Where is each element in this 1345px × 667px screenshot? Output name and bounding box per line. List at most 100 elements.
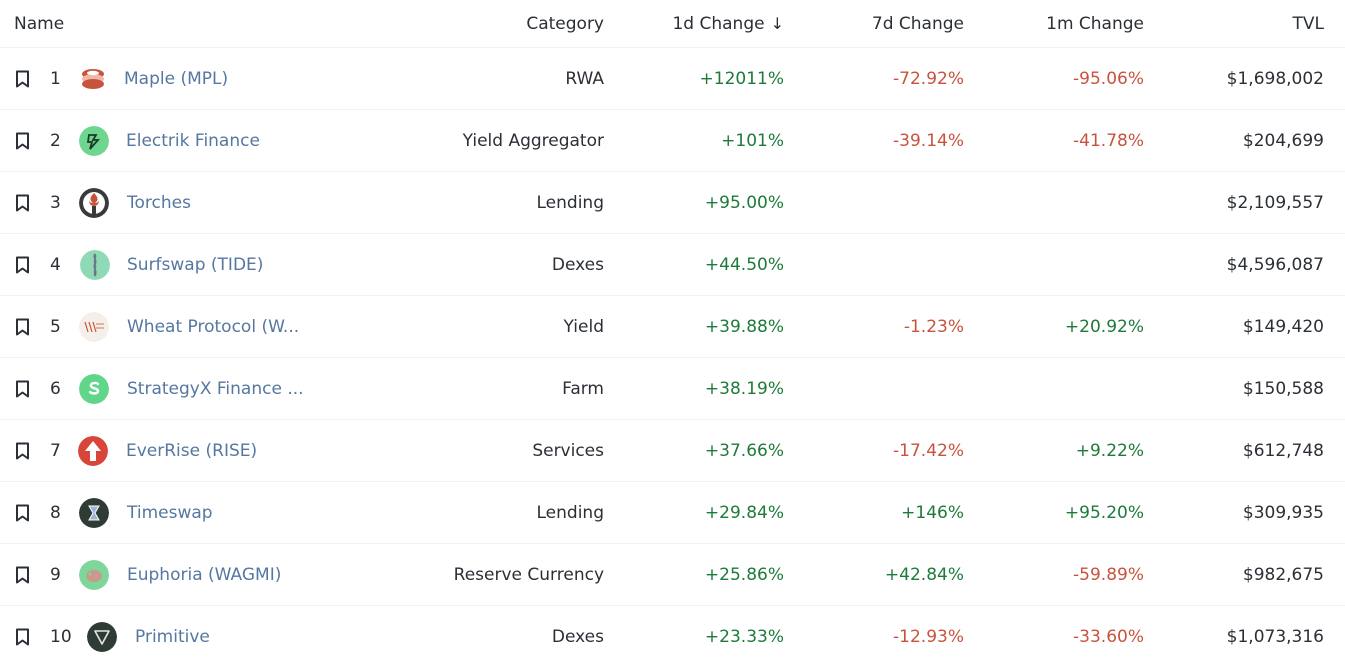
protocol-name-link[interactable]: StrategyX Finance ... [127,378,304,399]
row-tvl: $1,698,002 [1226,68,1324,89]
wheat-logo-icon [79,311,109,342]
bookmark-icon[interactable] [14,628,31,646]
primitive-logo-icon [87,621,117,652]
table-row: 6 StrategyX Finance ... Farm +38.19% $15… [0,358,1345,420]
row-1m-change: +95.20% [1064,502,1144,523]
bookmark-icon[interactable] [14,256,31,274]
bookmark-icon[interactable] [14,70,31,88]
row-7d-change: -72.92% [893,68,964,89]
table-header: Name Category 1d Change ↓ 7d Change 1m Ch… [0,0,1345,48]
protocol-name-link[interactable]: Surfswap (TIDE) [127,254,264,275]
header-name[interactable]: Name [14,0,64,47]
row-1d-change: +29.84% [704,502,784,523]
row-tvl: $150,588 [1242,378,1324,399]
electrik-logo-icon [79,125,109,156]
header-category[interactable]: Category [526,0,604,47]
row-rank: 7 [50,440,61,461]
table-row: 2 Electrik Finance Yield Aggregator +101… [0,110,1345,172]
row-rank: 3 [50,192,61,213]
bookmark-icon[interactable] [14,566,31,584]
euphoria-logo-icon [79,559,109,590]
header-7d-change[interactable]: 7d Change [872,0,964,47]
row-7d-change: -1.23% [903,316,964,337]
bookmark-icon[interactable] [14,504,31,522]
row-rank: 2 [50,130,61,151]
header-1d-change[interactable]: 1d Change ↓ [672,0,784,47]
header-tvl[interactable]: TVL [1293,0,1325,47]
row-rank: 8 [50,502,61,523]
table-row: 1 Maple (MPL) RWA +12011% -72.92% -95.06… [0,48,1345,110]
protocol-name-link[interactable]: Timeswap [127,502,213,523]
row-1m-change: -95.06% [1073,68,1144,89]
row-1m-change: -59.89% [1073,564,1144,585]
table-row: 10 Primitive Dexes +23.33% -12.93% -33.6… [0,606,1345,667]
table-row: 3 Torches Lending +95.00% $2,109,557 [0,172,1345,234]
row-7d-change: -12.93% [893,626,964,647]
row-category: Lending [536,502,605,523]
row-1d-change: +38.19% [704,378,784,399]
row-tvl: $1,073,316 [1226,626,1324,647]
table-row: 8 Timeswap Lending +29.84% +146% +95.20%… [0,482,1345,544]
row-category: RWA [565,68,604,89]
row-rank: 4 [50,254,61,275]
row-1d-change: +12011% [699,68,784,89]
bookmark-icon[interactable] [14,318,31,336]
row-7d-change: -17.42% [893,440,964,461]
row-1d-change: +25.86% [704,564,784,585]
protocol-name-link[interactable]: Primitive [135,626,210,647]
row-rank: 6 [50,378,61,399]
row-1d-change: +95.00% [704,192,784,213]
table-row: 4 Surfswap (TIDE) Dexes +44.50% $4,596,0… [0,234,1345,296]
row-1d-change: +37.66% [704,440,784,461]
table-row: 7 EverRise (RISE) Services +37.66% -17.4… [0,420,1345,482]
bookmark-icon[interactable] [14,194,31,212]
protocol-name-link[interactable]: Wheat Protocol (W... [127,316,300,337]
sort-arrow-down-icon: ↓ [770,14,784,33]
row-7d-change: -39.14% [893,130,964,151]
maple-logo-icon [78,63,108,94]
row-rank: 9 [50,564,61,585]
row-rank: 10 [50,626,72,647]
protocol-name-link[interactable]: Maple (MPL) [124,68,229,89]
torches-logo-icon [79,187,109,218]
row-1d-change: +23.33% [704,626,784,647]
header-tvl-label: TVL [1292,13,1325,34]
row-tvl: $982,675 [1242,564,1324,585]
row-tvl: $4,596,087 [1226,254,1324,275]
protocol-name-link[interactable]: Euphoria (WAGMI) [127,564,282,585]
row-7d-change: +42.84% [884,564,964,585]
strategyx-logo-icon [79,373,109,404]
row-tvl: $612,748 [1242,440,1324,461]
row-category: Dexes [551,626,604,647]
row-1m-change: +20.92% [1064,316,1144,337]
table-row: 5 Wheat Protocol (W... Yield +39.88% -1.… [0,296,1345,358]
row-category: Lending [536,192,605,213]
row-rank: 1 [50,68,61,89]
timeswap-logo-icon [79,497,109,528]
row-category: Reserve Currency [453,564,604,585]
table-row: 9 Euphoria (WAGMI) Reserve Currency +25.… [0,544,1345,606]
row-rank: 5 [50,316,61,337]
protocol-name-link[interactable]: EverRise (RISE) [126,440,258,461]
row-tvl: $2,109,557 [1226,192,1324,213]
bookmark-icon[interactable] [14,380,31,398]
row-category: Yield Aggregator [462,130,604,151]
row-1m-change: +9.22% [1075,440,1144,461]
bookmark-icon[interactable] [14,132,31,150]
protocol-name-link[interactable]: Electrik Finance [126,130,260,151]
row-1d-change: +44.50% [704,254,784,275]
protocol-name-link[interactable]: Torches [127,192,191,213]
header-1d-change-label: 1d Change [672,13,765,34]
header-7d-change-label: 7d Change [871,13,964,34]
row-tvl: $309,935 [1242,502,1324,523]
header-1m-change-label: 1m Change [1046,13,1144,34]
row-category: Dexes [551,254,604,275]
header-1m-change[interactable]: 1m Change [1046,0,1144,47]
row-1d-change: +101% [721,130,784,151]
row-1d-change: +39.88% [704,316,784,337]
row-7d-change: +146% [901,502,964,523]
surfswap-logo-icon [80,249,110,280]
everrise-logo-icon [78,435,108,466]
bookmark-icon[interactable] [14,442,31,460]
